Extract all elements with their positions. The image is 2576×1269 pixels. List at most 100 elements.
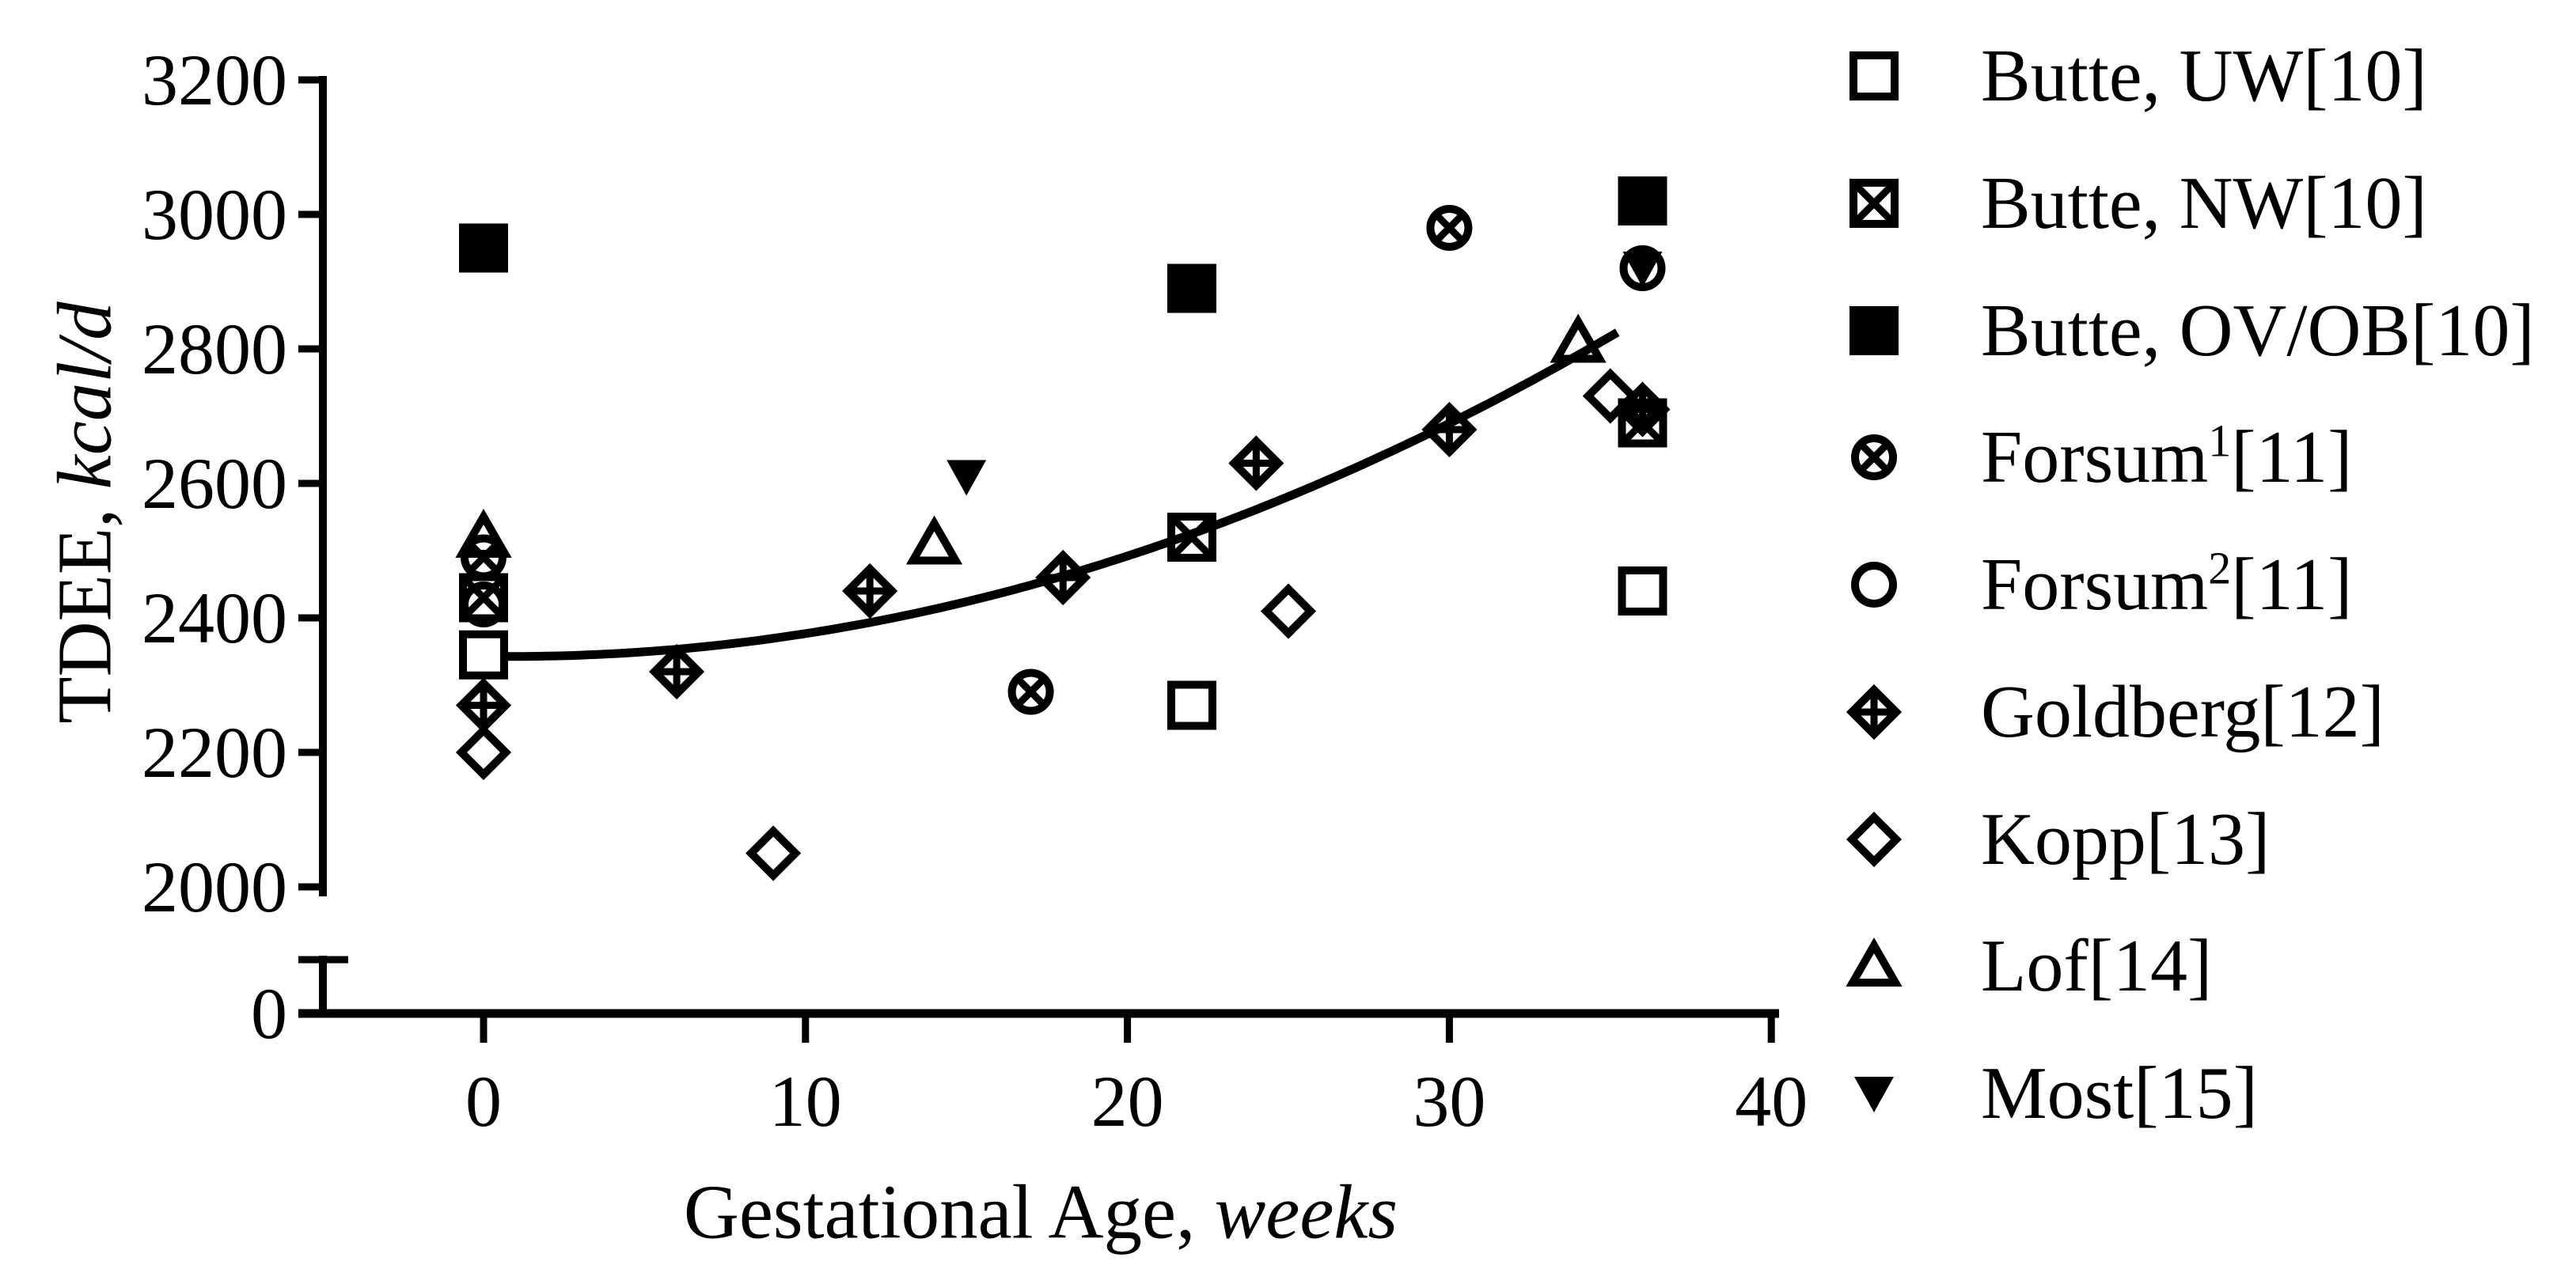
x-tick-label: 40 <box>1735 1061 1808 1142</box>
legend-item-label: Lof[14] <box>1981 929 2212 1003</box>
marker-diamond-plus-icon <box>1228 435 1284 491</box>
y-axis-title-text: TDEE, <box>42 508 127 724</box>
legend-label-superscript: 2 <box>2208 542 2232 594</box>
legend-label-text: Butte, NW[10] <box>1981 161 2427 244</box>
marker-diamond-plus-icon <box>1421 401 1478 458</box>
marker-diamond-plus-icon <box>842 563 898 619</box>
marker-circle-x-icon <box>1851 434 1897 481</box>
legend-item-label: Forsum1[11] <box>1981 418 2352 494</box>
legend-label-text: Goldberg[12] <box>1981 670 2384 753</box>
series-5 <box>455 381 1671 733</box>
series-8 <box>947 252 1663 496</box>
marker-diamond-open-icon <box>1260 583 1317 639</box>
x-axis-title: Gestational Age, weeks <box>684 1169 1398 1256</box>
legend-item: Forsum2[11] <box>1834 537 2352 632</box>
marker-diamond-open-icon <box>745 825 802 881</box>
marker-triangle-open-icon <box>455 508 512 558</box>
y-tick-label: 2600 <box>142 443 287 524</box>
legend-label-text: Forsum <box>1981 544 2209 626</box>
series-2 <box>459 176 1667 313</box>
legend-item: Butte, NW[10] <box>1834 156 2427 251</box>
x-tick-label: 20 <box>1091 1061 1164 1142</box>
marker-circle-x-icon <box>1007 669 1054 715</box>
legend-marker-diamond-open-icon <box>1846 811 1903 867</box>
y-tick-label: 2000 <box>142 847 287 927</box>
x-tick-label: 10 <box>768 1061 842 1142</box>
legend-label-text: Butte, UW[10] <box>1981 35 2427 117</box>
x-tick-label: 0 <box>465 1061 502 1142</box>
x-axis-title-unit: weeks <box>1214 1169 1398 1255</box>
legend-label-text: Kopp[13] <box>1981 797 2271 881</box>
marker-diamond-plus-icon <box>1846 684 1903 740</box>
marker-circle-open-icon <box>1851 562 1897 608</box>
series-6 <box>455 368 1638 881</box>
legend-item: Goldberg[12] <box>1834 665 2384 760</box>
y-tick-label: 3200 <box>142 40 287 120</box>
marker-diamond-open-icon <box>455 724 512 781</box>
marker-square-open-icon <box>1618 566 1667 616</box>
legend-label-text: [11] <box>2231 544 2353 626</box>
y-axis-title-unit: kcal/d <box>42 301 127 490</box>
marker-square-open-icon <box>459 630 508 680</box>
legend-label-superscript: 1 <box>2208 415 2232 467</box>
marker-diamond-plus-icon <box>649 643 705 700</box>
legend-item-label: Goldberg[12] <box>1981 675 2384 749</box>
legend-label-text: Butte, OV/OB[10] <box>1981 289 2535 372</box>
legend-item-label: Kopp[13] <box>1981 802 2271 877</box>
marker-square-filled-icon <box>459 223 508 273</box>
y-tick-label-zero: 0 <box>251 973 287 1054</box>
y-tick-label: 2400 <box>142 578 287 658</box>
y-tick-label: 3000 <box>142 174 287 255</box>
series-3 <box>461 205 1473 715</box>
legend-item-label: Butte, NW[10] <box>1981 166 2427 241</box>
marker-square-open-icon <box>1167 680 1216 730</box>
legend-item-label: Most[15] <box>1981 1056 2258 1131</box>
y-tick-label: 2800 <box>142 309 287 389</box>
legend-marker-square-open-icon <box>1849 51 1899 100</box>
marker-circle-x-icon <box>1426 205 1473 251</box>
marker-circle-open-icon <box>461 581 506 627</box>
legend-item-label: Butte, UW[10] <box>1981 39 2427 113</box>
legend-item: Forsum1[11] <box>1834 410 2352 505</box>
legend-label-text: Lof[14] <box>1981 925 2213 1008</box>
y-tick-label: 2200 <box>142 712 287 793</box>
series-0 <box>459 566 1667 730</box>
marker-square-x-icon <box>1849 178 1899 228</box>
marker-triangle-open-icon <box>1846 938 1903 987</box>
y-axis-title: TDEE, kcal/d <box>41 301 129 723</box>
x-axis-title-text: Gestational Age, <box>683 1169 1196 1255</box>
marker-triangle-down-filled-icon <box>1622 252 1663 287</box>
marker-square-filled-icon <box>1167 263 1216 313</box>
trend-curve <box>506 328 1620 661</box>
marker-diamond-open-icon <box>1846 811 1903 867</box>
marker-triangle-down-filled-icon <box>1854 1077 1894 1112</box>
legend-item: Butte, UW[10] <box>1834 28 2427 123</box>
marker-diamond-open-icon <box>1582 368 1638 424</box>
marker-diamond-plus-icon <box>1035 549 1091 606</box>
legend-label-text: Forsum <box>1981 416 2209 499</box>
legend-marker-triangle-down-filled-icon <box>1854 1077 1894 1112</box>
marker-diamond-plus-icon <box>455 677 512 733</box>
legend-label-text: Most[15] <box>1981 1052 2258 1135</box>
legend-item-label: Forsum2[11] <box>1981 545 2352 622</box>
legend-marker-circle-open-icon <box>1851 562 1897 608</box>
marker-triangle-open-icon <box>905 515 963 565</box>
legend-item-label: Butte, OV/OB[10] <box>1981 294 2535 368</box>
marker-triangle-down-filled-icon <box>947 460 987 496</box>
series-7 <box>455 313 1607 565</box>
legend-marker-triangle-open-icon <box>1846 938 1903 987</box>
marker-square-x-icon <box>1167 513 1216 562</box>
legend-item: Most[15] <box>1834 1046 2258 1141</box>
legend-item: Butte, OV/OB[10] <box>1834 283 2535 378</box>
legend-marker-square-filled-icon <box>1849 305 1899 355</box>
legend-marker-square-x-icon <box>1849 178 1899 228</box>
marker-square-filled-icon <box>1849 305 1899 355</box>
marker-square-open-icon <box>1849 51 1899 100</box>
legend-marker-circle-x-icon <box>1851 434 1897 481</box>
legend-item: Lof[14] <box>1834 919 2212 1013</box>
legend-item: Kopp[13] <box>1834 792 2271 887</box>
marker-triangle-open-icon <box>1550 313 1607 363</box>
legend-label-text: [11] <box>2231 416 2353 499</box>
marker-square-filled-icon <box>1618 176 1667 225</box>
